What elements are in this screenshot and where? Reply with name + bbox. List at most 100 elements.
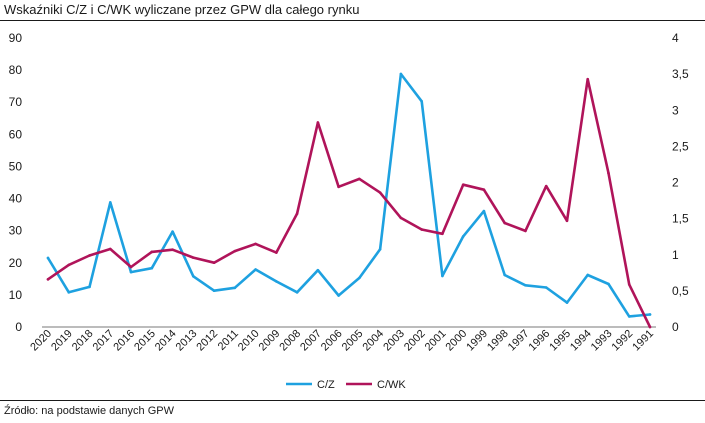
data-point-cz xyxy=(607,282,610,286)
line-chart: 0 10 20 30 40 50 60 70 80 90 0 0,5 1 1,5 2 2,5 3 3,5 4 2020… xyxy=(9,31,689,391)
x-tick-label: 2018 xyxy=(70,328,96,354)
x-tick-label: 2007 xyxy=(298,328,324,354)
data-point-cz xyxy=(648,313,652,316)
data-point-cwk xyxy=(67,263,71,267)
y-left-tick-label: 90 xyxy=(9,31,23,45)
data-point-cz xyxy=(88,285,91,289)
data-point-cwk xyxy=(337,185,340,189)
x-tick-label: 1992 xyxy=(610,328,636,354)
x-tick-label: 2016 xyxy=(111,328,137,354)
data-point-cwk xyxy=(420,228,423,231)
x-tick-label: 1998 xyxy=(485,328,511,354)
data-point-cz xyxy=(67,291,71,294)
y-right-tick-label: 3,5 xyxy=(672,67,689,81)
data-point-cz xyxy=(192,274,195,278)
data-point-cz xyxy=(544,286,548,289)
x-tick-label: 2006 xyxy=(319,328,345,354)
data-point-cz xyxy=(461,235,465,238)
y-right-tick-label: 1 xyxy=(672,248,679,262)
data-point-cwk xyxy=(378,191,382,194)
data-point-cwk xyxy=(482,188,486,192)
data-point-cz xyxy=(150,266,154,270)
data-point-cwk xyxy=(108,247,112,251)
data-point-cz xyxy=(108,201,112,204)
footer-divider xyxy=(0,400,705,401)
x-tick-label: 2001 xyxy=(423,328,449,354)
data-point-cwk xyxy=(171,248,174,251)
y-right-tick-label: 1,5 xyxy=(672,212,689,226)
series-line-cz xyxy=(46,72,652,318)
data-point-cz xyxy=(316,268,320,272)
y-left-tick-label: 20 xyxy=(9,256,23,270)
x-tick-label: 2013 xyxy=(174,328,200,354)
x-tick-label: 2005 xyxy=(340,328,366,354)
legend: C/Z C/WK xyxy=(286,379,406,391)
y-right-tick-label: 2,5 xyxy=(672,139,689,153)
data-point-cwk xyxy=(503,221,506,225)
series-line-cwk xyxy=(46,77,652,329)
data-point-cwk xyxy=(441,232,444,236)
data-point-cz xyxy=(586,273,590,277)
x-tick-label: 2017 xyxy=(91,328,117,354)
data-point-cz xyxy=(358,276,361,280)
x-tick-label: 2019 xyxy=(49,328,75,354)
y-left-tick-label: 10 xyxy=(9,288,23,302)
data-point-cwk xyxy=(399,216,403,220)
x-tick-label: 2020 xyxy=(28,328,54,354)
data-point-cz xyxy=(129,270,133,274)
x-tick-label: 2002 xyxy=(402,328,428,354)
x-tick-label: 2003 xyxy=(381,328,407,354)
legend-label: C/WK xyxy=(377,379,406,391)
x-tick-label: 2000 xyxy=(443,328,469,354)
y-left-tick-label: 30 xyxy=(9,224,23,238)
data-point-cz xyxy=(46,256,50,260)
x-tick-label: 1996 xyxy=(527,328,553,354)
data-point-cwk xyxy=(46,278,50,281)
data-point-cz xyxy=(233,286,237,290)
x-tick-label: 2011 xyxy=(216,328,241,353)
data-point-cz xyxy=(275,280,278,283)
data-point-cwk xyxy=(627,283,631,286)
x-tick-label: 1991 xyxy=(630,328,656,354)
y-right-tick-label: 4 xyxy=(672,31,679,45)
data-point-cz xyxy=(503,273,506,277)
data-point-cz xyxy=(627,315,631,318)
x-tick-label: 1999 xyxy=(464,328,490,354)
data-point-cz xyxy=(337,294,340,297)
data-point-cwk xyxy=(586,77,590,81)
source-note: Źródło: na podstawie danych GPW xyxy=(4,405,174,417)
data-point-cwk xyxy=(129,265,133,269)
y-left-tick-label: 40 xyxy=(9,192,23,206)
data-point-cwk xyxy=(150,250,154,254)
x-tick-label: 1993 xyxy=(589,328,615,354)
data-point-cwk xyxy=(212,261,216,264)
y-right-tick-label: 0,5 xyxy=(672,284,689,298)
data-point-cz xyxy=(399,72,403,76)
data-point-cz xyxy=(212,289,216,293)
x-tick-label: 2009 xyxy=(257,328,283,354)
data-point-cz xyxy=(171,230,174,233)
chart-title: Wskaźniki C/Z i C/WK wyliczane przez GPW… xyxy=(4,2,360,17)
data-point-cz xyxy=(378,247,382,251)
data-point-cwk xyxy=(648,325,652,329)
x-tick-label: 2014 xyxy=(153,328,179,354)
data-point-cwk xyxy=(88,254,91,257)
y-left-tick-label: 0 xyxy=(15,320,22,334)
data-point-cwk xyxy=(358,177,361,181)
x-tick-label: 1997 xyxy=(506,328,532,354)
series-lines xyxy=(46,72,652,329)
data-point-cwk xyxy=(544,184,548,188)
x-tick-label: 1995 xyxy=(547,328,573,354)
y-right-tick-label: 3 xyxy=(672,103,679,117)
data-point-cwk xyxy=(524,229,527,233)
x-tick-label: 2004 xyxy=(360,328,386,354)
y-left-tick-label: 60 xyxy=(9,127,23,141)
data-point-cwk xyxy=(461,183,465,186)
x-tick-label: 2008 xyxy=(277,328,303,354)
data-point-cwk xyxy=(192,256,195,259)
data-point-cz xyxy=(482,209,486,213)
x-tick-label: 1994 xyxy=(568,328,594,354)
data-point-cwk xyxy=(607,171,610,175)
y-right-tick-label: 2 xyxy=(672,176,679,190)
y-right-tick-label: 0 xyxy=(672,320,679,334)
